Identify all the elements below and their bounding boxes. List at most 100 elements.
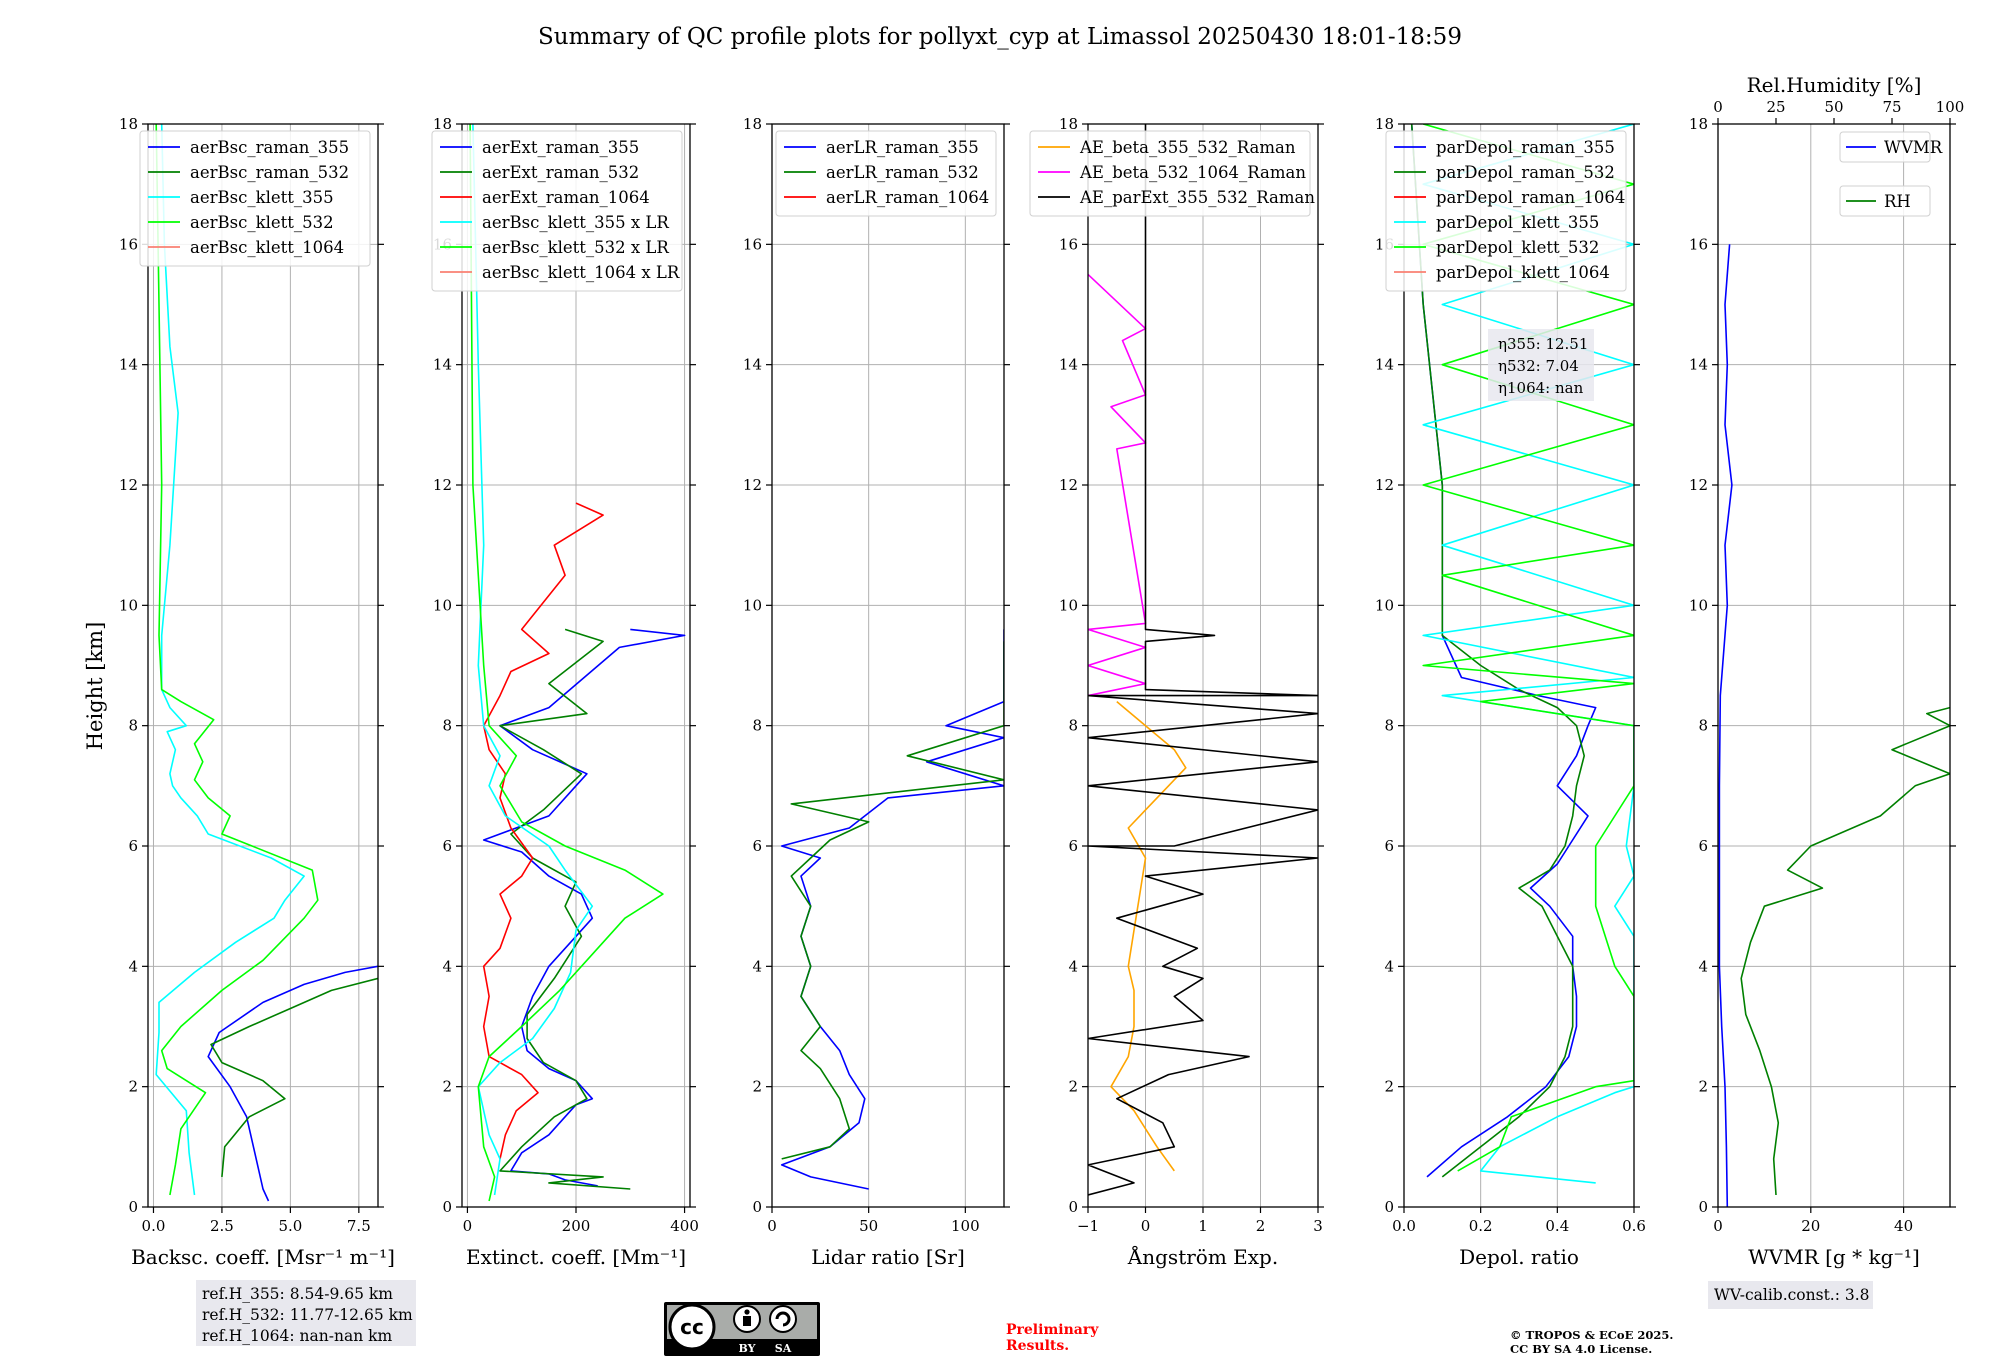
- legend-label: parDepol_klett_355: [1436, 213, 1599, 232]
- x-tick-label: 0.2: [1469, 1217, 1493, 1235]
- x-axis-label: WVMR [g * kg⁻¹]: [1748, 1245, 1920, 1269]
- ref-height-532: ref.H_532: 11.77-12.65 km: [202, 1306, 413, 1324]
- y-tick-label: 14: [1689, 356, 1708, 374]
- series-line-aerext-raman-532: [499, 628, 631, 1190]
- x-tick-label: 2: [1256, 1217, 1266, 1235]
- y-tick-label: 2: [1068, 1078, 1078, 1096]
- y-tick-label: 14: [433, 356, 452, 374]
- series-line-pardepol-raman-532: [1410, 124, 1585, 1178]
- eta-annotation-background: [1488, 329, 1594, 401]
- y-tick-label: 0: [1068, 1198, 1078, 1216]
- y-tick-label: 12: [119, 476, 138, 494]
- wv-calib-background: [1708, 1281, 1873, 1309]
- y-tick-label: 18: [1689, 115, 1708, 133]
- reference-heights-background: [196, 1280, 416, 1346]
- legend: AE_beta_355_532_Raman AE_beta_532_1064_Ra…: [1029, 130, 1315, 217]
- y-tick-label: 18: [119, 115, 138, 133]
- legend: aerExt_raman_355 aerExt_raman_532 aerExt_r…: [431, 130, 683, 292]
- x-tick-label: 100: [951, 1217, 980, 1235]
- series-line-aerbsc-klett-355-x-lr: [472, 124, 594, 1196]
- x-tick-label: 3: [1313, 1217, 1323, 1235]
- y-tick-label: 4: [1698, 957, 1708, 975]
- legend-label: AE_beta_532_1064_Raman: [1079, 163, 1306, 182]
- x-tick-label: 2.5: [210, 1217, 234, 1235]
- x-axis-label: Lidar ratio [Sr]: [811, 1245, 965, 1269]
- y-tick-label: 18: [743, 115, 762, 133]
- eta-532: η532: 7.04: [1498, 357, 1579, 375]
- legend-label: AE_beta_355_532_Raman: [1079, 138, 1296, 157]
- series-group: [155, 124, 378, 1202]
- by-person-body: [743, 1316, 751, 1326]
- legend-box: [1839, 131, 1931, 163]
- y-tick-label: 14: [119, 356, 138, 374]
- y-tick-label: 0: [752, 1198, 762, 1216]
- panel-frame: [1403, 123, 1635, 1208]
- y-tick-label: 8: [1698, 717, 1708, 735]
- series-group: [1410, 124, 1634, 1184]
- y-tick-label: 16: [1059, 235, 1078, 253]
- x-tick-label: 50: [859, 1217, 878, 1235]
- series-line-ae-beta-355-532-raman: [1110, 700, 1187, 1172]
- y-tick-label: 12: [1059, 476, 1078, 494]
- y-tick-label: 0: [1384, 1198, 1394, 1216]
- badge-sa-label: SA: [775, 1342, 792, 1355]
- y-tick-label: 12: [743, 476, 762, 494]
- y-axis-label: Height [km]: [83, 622, 107, 751]
- series-group: [1718, 244, 1950, 1207]
- x-tick-label: 0: [463, 1217, 473, 1235]
- y-tick-label: 6: [128, 837, 138, 855]
- preliminary-label-2: Results.: [1006, 1338, 1069, 1354]
- y-tick-label: 10: [433, 596, 452, 614]
- y-tick-label: 4: [442, 957, 452, 975]
- series-line-aerext-raman-1064: [482, 502, 604, 1160]
- y-tick-label: 16: [119, 235, 138, 253]
- preliminary-label: Preliminary: [1006, 1322, 1099, 1338]
- x-tick-label: 0: [767, 1217, 777, 1235]
- eta-355: η355: 12.51: [1498, 335, 1588, 353]
- y-tick-label: 6: [442, 837, 452, 855]
- eta-1064: η1064: nan: [1498, 379, 1584, 397]
- license-line: CC BY SA 4.0 License.: [1510, 1342, 1652, 1356]
- y-tick-label: 18: [1375, 115, 1394, 133]
- y-tick-label: 12: [433, 476, 452, 494]
- x-tick-label: 400: [670, 1217, 699, 1235]
- x-axis-label: Extinct. coeff. [Mm⁻¹]: [466, 1245, 686, 1269]
- panel-frame: [771, 123, 1005, 1208]
- cc-by-sa-icon: cc BY SA: [664, 1302, 820, 1356]
- x-tick-label: 40: [1894, 1217, 1913, 1235]
- legend-label: aerLR_raman_1064: [826, 188, 989, 207]
- x-tick-label: 5.0: [278, 1217, 302, 1235]
- panel-frame: [147, 123, 379, 1208]
- x-axis-label: Ångström Exp.: [1127, 1244, 1278, 1269]
- cc-letters: cc: [680, 1315, 704, 1339]
- y-tick-label: 8: [752, 717, 762, 735]
- y-tick-label: 8: [1068, 717, 1078, 735]
- x-tick-label: 0.4: [1545, 1217, 1569, 1235]
- y-tick-label: 10: [1059, 596, 1078, 614]
- y-tick-label: 4: [128, 957, 138, 975]
- legend-label: aerBsc_klett_355 x LR: [482, 213, 669, 232]
- legend-label: aerExt_raman_532: [482, 163, 639, 182]
- panel-3: 0 50 100 0 2 4 6 8 10 12 14 16 18 Lidar ratio [Sr] aer…: [743, 115, 1010, 1269]
- legend-label: aerExt_raman_355: [482, 138, 639, 157]
- y-tick-label: 8: [442, 717, 452, 735]
- y-tick-label: 4: [1384, 957, 1394, 975]
- x-tick-label: 1: [1198, 1217, 1208, 1235]
- legend-box: [1385, 130, 1627, 292]
- y-tick-label: 18: [1059, 115, 1078, 133]
- y-tick-label: 4: [752, 957, 762, 975]
- panel-6: 0 20 40 0 2 4 6 8 10 12 14 16 18 WVMR [g * kg⁻¹] 0 25 50…: [1689, 73, 1964, 1269]
- legend-label: parDepol_raman_355: [1436, 138, 1615, 157]
- x-tick-label: −1: [1077, 1217, 1099, 1235]
- y-tick-label: 2: [1698, 1078, 1708, 1096]
- x-tick-label: 0.0: [142, 1217, 166, 1235]
- top-x-tick-label: 100: [1936, 98, 1965, 116]
- x-tick-label: 20: [1801, 1217, 1820, 1235]
- y-tick-label: 14: [1375, 356, 1394, 374]
- series-line-ae-beta-532-1064-raman: [1088, 273, 1147, 697]
- legend-label: aerBsc_raman_355: [190, 138, 349, 157]
- series-line-aerbsc-raman-355: [207, 965, 378, 1202]
- y-tick-label: 4: [1068, 957, 1078, 975]
- y-tick-label: 14: [743, 356, 762, 374]
